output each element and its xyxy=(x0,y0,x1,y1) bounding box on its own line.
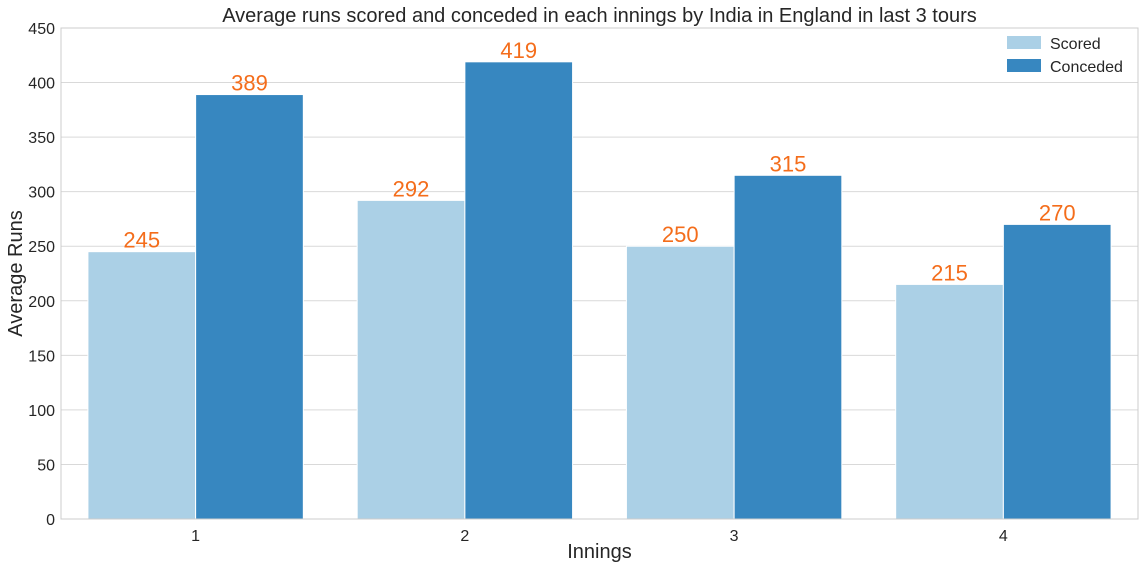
y-axis-label: Average Runs xyxy=(5,210,27,336)
bars xyxy=(87,61,1112,520)
x-axis-label: Innings xyxy=(567,541,632,563)
data-label-scored-2: 292 xyxy=(393,176,430,201)
data-label-conceded-2: 419 xyxy=(500,38,537,63)
y-tick-label: 350 xyxy=(28,130,55,147)
y-tick-label: 100 xyxy=(28,403,55,420)
bar-scored-3 xyxy=(625,245,735,520)
data-label-scored-4: 215 xyxy=(931,260,968,285)
y-tick-label: 0 xyxy=(46,512,55,529)
data-label-conceded-4: 270 xyxy=(1039,200,1076,225)
y-tick-label: 250 xyxy=(28,239,55,256)
y-tick-label: 50 xyxy=(37,457,55,474)
data-label-conceded-1: 389 xyxy=(231,71,268,96)
y-tick-label: 400 xyxy=(28,76,55,93)
legend-swatch-conceded xyxy=(1007,59,1041,72)
x-tick-label: 3 xyxy=(730,528,739,545)
data-label-scored-1: 245 xyxy=(123,228,160,253)
legend-label-scored: Scored xyxy=(1050,36,1101,53)
x-tick-label: 4 xyxy=(999,528,1008,545)
bar-conceded-1 xyxy=(195,94,304,520)
legend-swatch-scored xyxy=(1007,36,1041,49)
y-tick-label: 300 xyxy=(28,185,55,202)
bar-scored-2 xyxy=(356,199,466,520)
bar-conceded-4 xyxy=(1002,223,1112,520)
bar-conceded-2 xyxy=(464,61,574,520)
data-label-scored-3: 250 xyxy=(662,222,699,247)
y-tick-label: 150 xyxy=(28,348,55,365)
y-tick-label: 200 xyxy=(28,294,55,311)
bar-scored-4 xyxy=(895,283,1004,520)
x-tick-label: 1 xyxy=(191,528,200,545)
legend-label-conceded: Conceded xyxy=(1050,59,1123,76)
plot-frame xyxy=(60,27,1139,520)
legend: Scored Conceded xyxy=(1007,36,1123,76)
x-tick-label: 2 xyxy=(460,528,469,545)
chart-title: Average runs scored and conceded in each… xyxy=(222,5,977,27)
data-label-conceded-3: 315 xyxy=(770,151,807,176)
bar-conceded-3 xyxy=(733,174,843,520)
tick-labels: 0 50 100 150 200 250 300 350 400 450 1 2 3 4 xyxy=(28,21,1008,545)
data-labels: 245 389 292 419 250 315 215 270 xyxy=(123,38,1075,286)
bar-scored-1 xyxy=(87,251,197,520)
y-tick-label: 450 xyxy=(28,21,55,38)
